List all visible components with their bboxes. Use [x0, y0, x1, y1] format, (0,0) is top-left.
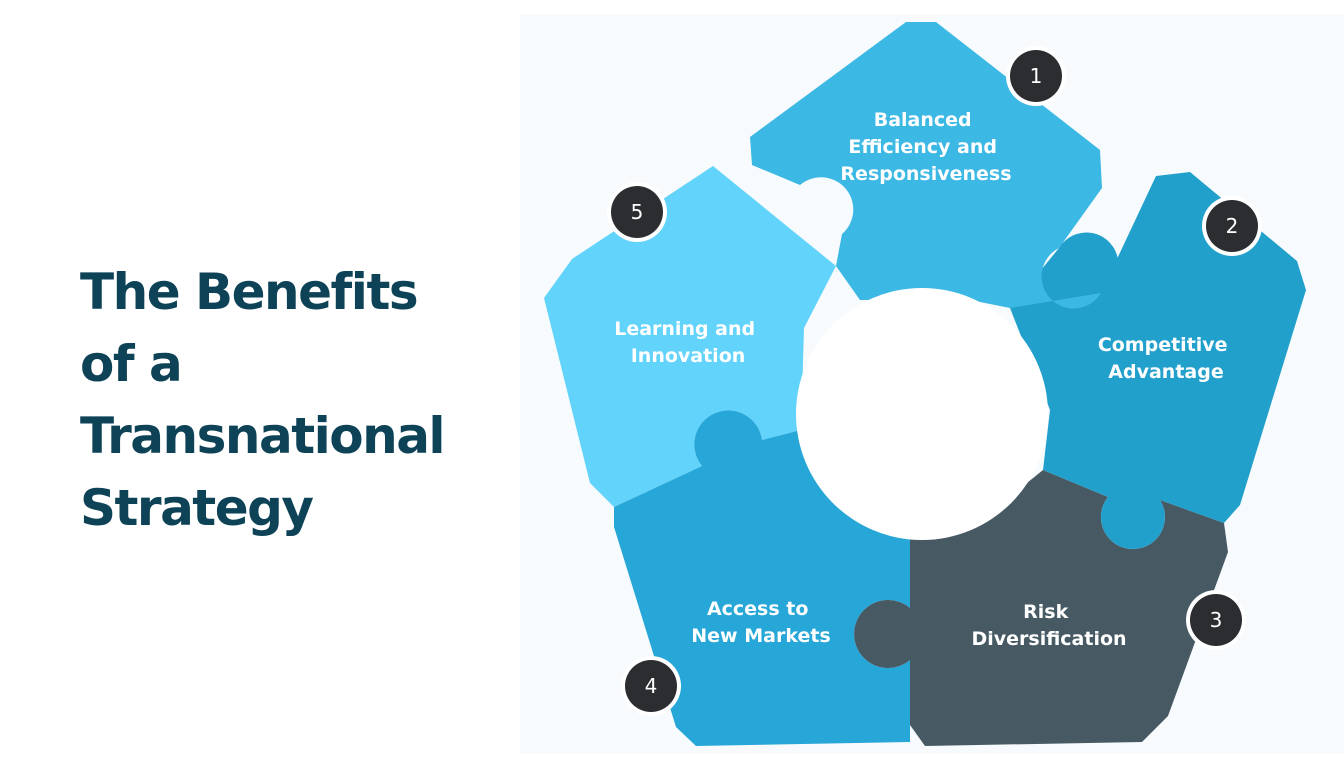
number-badge-4: 4 — [621, 656, 681, 716]
piece-label-balanced-efficiency: Balanced Efficiency and Responsiveness — [840, 109, 1011, 185]
number-badge-2: 2 — [1202, 196, 1262, 256]
svg-text:1: 1 — [1030, 64, 1043, 88]
piece-label-learning-and-innovation: Learning and Innovation — [614, 318, 762, 367]
puzzle-piece-learning-and-innovation — [544, 166, 836, 507]
svg-text:3: 3 — [1210, 608, 1223, 632]
svg-text:2: 2 — [1226, 214, 1239, 238]
piece-label-risk-diversification: Risk Diversification — [971, 601, 1126, 650]
puzzle-piece-competitive-advantage — [1010, 172, 1306, 550]
svg-text:4: 4 — [645, 674, 658, 698]
piece-label-competitive-advantage: Competitive Advantage — [1098, 334, 1234, 383]
puzzle-piece-risk-diversification — [854, 470, 1228, 746]
piece-label-access-to-new-markets: Access to New Markets — [691, 598, 830, 647]
title-line: The Benefits — [80, 263, 419, 321]
puzzle-diagram: Balanced Efficiency and Responsiveness C… — [520, 14, 1344, 754]
number-badge-1: 1 — [1006, 46, 1066, 106]
title-line: Strategy — [80, 479, 314, 537]
title-line: of a — [80, 335, 183, 393]
svg-text:5: 5 — [631, 200, 644, 224]
number-badge-3: 3 — [1186, 590, 1246, 650]
center-circle — [796, 288, 1048, 540]
number-badge-5: 5 — [607, 182, 667, 242]
page-title: The Benefits of a Transnational Strategy — [80, 256, 520, 544]
title-line: Transnational — [80, 407, 446, 465]
